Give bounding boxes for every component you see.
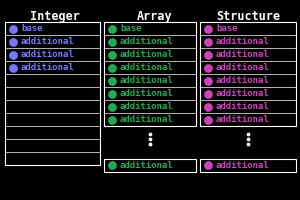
Point (110, 53, 114, 56)
Text: additional: additional (216, 89, 270, 98)
Point (11, 53, 15, 56)
Point (110, 163, 114, 167)
Text: additional: additional (120, 160, 174, 170)
Text: additional: additional (120, 76, 174, 85)
Text: additional: additional (120, 115, 174, 124)
Text: base: base (21, 24, 43, 33)
Point (206, 27, 210, 30)
Point (206, 66, 210, 69)
Text: additional: additional (21, 50, 75, 59)
Text: additional: additional (21, 37, 75, 46)
Text: additional: additional (216, 76, 270, 85)
Point (206, 40, 210, 43)
Point (11, 66, 15, 69)
Point (148, 137, 152, 140)
Text: additional: additional (216, 102, 270, 111)
Text: additional: additional (120, 37, 174, 46)
Point (110, 79, 114, 82)
Point (206, 105, 210, 108)
Text: additional: additional (21, 63, 75, 72)
Bar (200, 158, 296, 171)
Text: additional: additional (120, 89, 174, 98)
Bar (5, 22, 100, 165)
Point (110, 66, 114, 69)
Text: Array: Array (137, 10, 173, 23)
Point (148, 132, 152, 135)
Point (246, 132, 250, 135)
Text: Structure: Structure (216, 10, 280, 23)
Text: additional: additional (216, 115, 270, 124)
Text: additional: additional (120, 102, 174, 111)
Bar (104, 22, 196, 126)
Bar (104, 158, 196, 171)
Point (246, 142, 250, 145)
Text: Integer: Integer (30, 10, 80, 23)
Text: base: base (216, 24, 238, 33)
Bar (200, 22, 296, 126)
Text: additional: additional (120, 63, 174, 72)
Text: additional: additional (216, 37, 270, 46)
Point (110, 92, 114, 95)
Point (206, 163, 210, 167)
Point (148, 142, 152, 145)
Point (110, 105, 114, 108)
Text: base: base (120, 24, 142, 33)
Point (110, 27, 114, 30)
Text: additional: additional (120, 50, 174, 59)
Text: additional: additional (216, 63, 270, 72)
Text: additional: additional (216, 160, 270, 170)
Point (206, 53, 210, 56)
Point (206, 79, 210, 82)
Point (206, 118, 210, 121)
Point (206, 92, 210, 95)
Point (11, 27, 15, 30)
Point (110, 40, 114, 43)
Point (246, 137, 250, 140)
Point (110, 118, 114, 121)
Point (11, 40, 15, 43)
Text: additional: additional (216, 50, 270, 59)
